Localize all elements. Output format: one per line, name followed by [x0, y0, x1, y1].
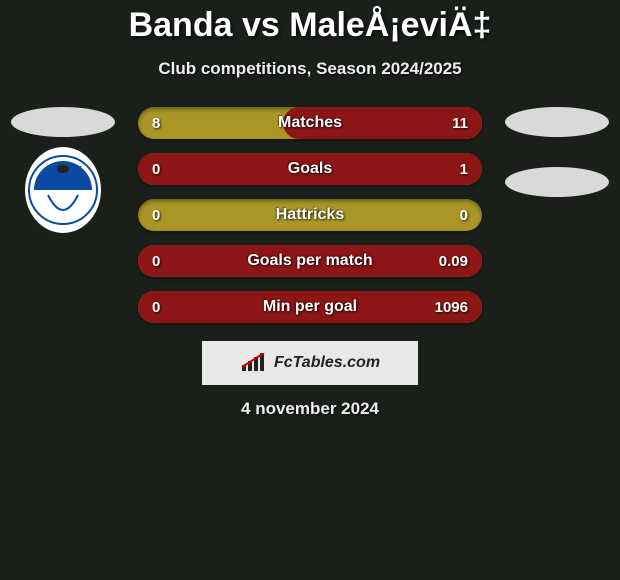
stat-label: Hattricks	[138, 199, 482, 231]
watermark: FcTables.com	[202, 341, 418, 385]
badge-letter-k: K	[72, 164, 83, 179]
left-player-column: F K 1922	[8, 107, 118, 233]
player-silhouette-icon	[505, 107, 609, 137]
badge-year: 1922	[54, 180, 72, 189]
stat-bars: 811Matches 01Goals 00Hattricks 00.09Goals p…	[138, 107, 482, 323]
badge-letter-f: F	[46, 164, 55, 179]
stat-label: Min per goal	[138, 291, 482, 323]
watermark-text: FcTables.com	[274, 354, 380, 372]
stat-row: 00.09Goals per match	[138, 245, 482, 277]
page-title: Banda vs MaleÅ¡eviÄ‡	[0, 0, 620, 45]
stat-label: Goals	[138, 153, 482, 185]
badge-ball-icon	[57, 165, 69, 173]
bars-icon	[240, 353, 268, 373]
date-text: 4 november 2024	[0, 399, 620, 419]
club-badge-icon: F K 1922	[28, 155, 98, 225]
stat-row: 01Goals	[138, 153, 482, 185]
player-silhouette-icon	[11, 107, 115, 137]
stat-row: 01096Min per goal	[138, 291, 482, 323]
club-silhouette-icon	[505, 167, 609, 197]
stat-row: 811Matches	[138, 107, 482, 139]
right-player-column	[502, 107, 612, 197]
stat-label: Matches	[138, 107, 482, 139]
stat-row: 00Hattricks	[138, 199, 482, 231]
page-subtitle: Club competitions, Season 2024/2025	[0, 59, 620, 79]
stat-label: Goals per match	[138, 245, 482, 277]
content-area: F K 1922 811Matches 01Goals 00Hattricks 00.…	[0, 107, 620, 419]
club-badge-left: F K 1922	[25, 147, 101, 233]
